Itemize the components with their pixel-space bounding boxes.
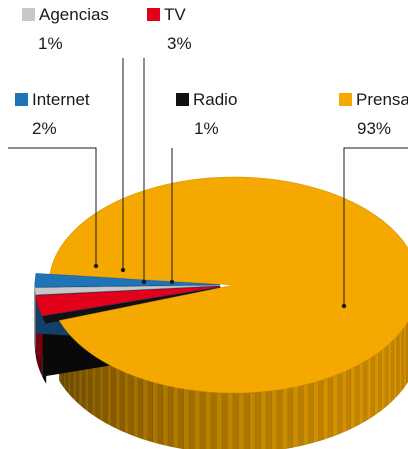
slice-side-prensa: [265, 390, 272, 449]
legend-swatch-prensa: [339, 93, 352, 106]
label-agencias: Agencias: [39, 5, 109, 24]
value-tv: 3%: [167, 34, 192, 53]
slice-side-prensa: [147, 380, 153, 443]
slice-side-prensa: [119, 369, 125, 433]
slice-side-prensa: [384, 344, 389, 409]
slice-side-prensa: [341, 370, 347, 433]
slice-side-prensa: [313, 380, 319, 443]
slice-side-prensa: [387, 341, 392, 406]
slice-side-prensa: [183, 388, 190, 449]
pie-tops: [34, 176, 408, 394]
slice-side-prensa: [362, 359, 368, 423]
label-tv: TV: [164, 5, 186, 24]
slice-side-prensa: [323, 377, 329, 440]
slice-side-prensa: [260, 391, 267, 449]
label-radio: Radio: [193, 90, 237, 109]
slice-side-prensa: [227, 392, 234, 449]
slice-side-prensa: [232, 392, 239, 449]
slice-side-prensa: [297, 384, 304, 447]
slice-side-prensa: [393, 336, 397, 400]
slice-side-prensa: [142, 378, 148, 441]
slice-side-prensa: [346, 368, 351, 432]
value-internet: 2%: [32, 119, 57, 138]
slice-side-prensa: [199, 390, 206, 449]
leader-dot-prensa: [341, 303, 347, 309]
slice-side-prensa: [194, 390, 201, 449]
value-agencias: 1%: [38, 34, 63, 53]
slice-side-prensa: [172, 386, 179, 449]
slice-side-prensa: [366, 357, 372, 421]
slice-side-prensa: [271, 389, 278, 449]
slice-side-prensa: [401, 327, 405, 392]
legend-swatch-tv: [147, 8, 160, 21]
slice-agencias: [34, 285, 221, 295]
slice-side-prensa: [337, 372, 343, 435]
slice-side-prensa: [396, 333, 400, 398]
slice-side-prensa: [282, 388, 288, 449]
slice-side-prensa: [332, 374, 338, 437]
slice-side-prensa: [188, 389, 195, 449]
legend-swatch-agencias: [22, 8, 35, 21]
slice-side-prensa: [106, 363, 112, 427]
slice-side-prensa: [162, 384, 169, 447]
slice-side-prensa: [167, 385, 174, 448]
slice-side-prensa: [152, 381, 158, 444]
leader-internet: [8, 147, 97, 266]
slice-side-prensa: [303, 383, 309, 446]
value-prensa: 93%: [357, 119, 391, 138]
legend-swatch-radio: [176, 93, 189, 106]
slice-side-prensa: [238, 392, 245, 449]
slice-side-prensa: [398, 330, 402, 395]
slice-side-prensa: [178, 387, 184, 449]
slice-side-prensa: [216, 392, 223, 449]
slice-side-prensa: [254, 391, 261, 449]
slice-side-prensa: [111, 365, 116, 429]
slice-side-prensa: [128, 373, 134, 436]
slice-side-prensa: [287, 387, 294, 449]
leader-dot-agencias: [120, 267, 126, 273]
slice-side-prensa: [354, 364, 360, 428]
leader-dot-internet: [93, 263, 99, 269]
label-internet: Internet: [32, 90, 90, 109]
leader-prensa: [343, 147, 408, 306]
slice-internet: [34, 273, 221, 288]
slice-side-prensa: [327, 376, 333, 439]
slice-side-prensa: [243, 392, 250, 449]
slice-side-prensa: [133, 375, 139, 438]
leader-lines: [8, 58, 408, 309]
slice-side-prensa: [157, 383, 163, 445]
slice-side-prensa: [374, 352, 379, 416]
leader-dot-radio: [169, 279, 175, 285]
slice-side-prensa: [381, 347, 385, 411]
slice-side-prensa: [205, 391, 211, 449]
value-radio: 1%: [194, 119, 219, 138]
slice-labels: Agencias 1% TV 3% Internet 2% Radio 1% Prensa 93%: [15, 5, 408, 138]
slice-side-prensa: [249, 392, 256, 449]
slice-side-prensa: [292, 386, 299, 448]
slice-side-prensa: [370, 354, 375, 419]
slice-side-prensa: [308, 382, 314, 445]
slice-tv: [35, 286, 221, 316]
slice-side-prensa: [210, 391, 217, 449]
slice-side-prensa: [221, 392, 228, 449]
slice-side-prensa: [124, 371, 129, 435]
slice-side-prensa: [390, 338, 395, 403]
slice-side-prensa: [350, 366, 356, 430]
leader-dot-tv: [141, 279, 147, 285]
slice-side-prensa: [99, 358, 104, 422]
slice-side-prensa: [403, 324, 407, 389]
slice-radio: [42, 287, 221, 324]
slice-side-prensa: [103, 361, 108, 424]
slice-side-prensa: [358, 361, 364, 425]
slice-side-prensa: [137, 377, 144, 440]
label-prensa: Prensa: [356, 90, 408, 109]
legend-swatch-internet: [15, 93, 28, 106]
slice-prensa: [49, 176, 408, 394]
slice-side-prensa: [276, 389, 283, 449]
slice-side-prensa: [115, 367, 121, 431]
slice-side-prensa: [318, 379, 324, 442]
slice-side-prensa: [377, 349, 382, 414]
